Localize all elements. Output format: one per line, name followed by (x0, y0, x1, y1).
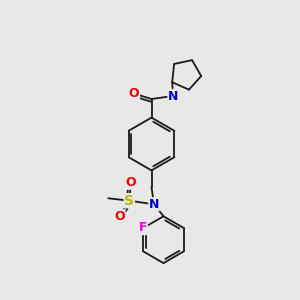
Text: N: N (149, 198, 159, 211)
Text: O: O (125, 176, 136, 189)
Text: F: F (139, 221, 148, 235)
Text: O: O (129, 87, 140, 100)
Text: O: O (114, 210, 125, 223)
Text: S: S (124, 194, 134, 208)
Text: N: N (168, 89, 178, 103)
